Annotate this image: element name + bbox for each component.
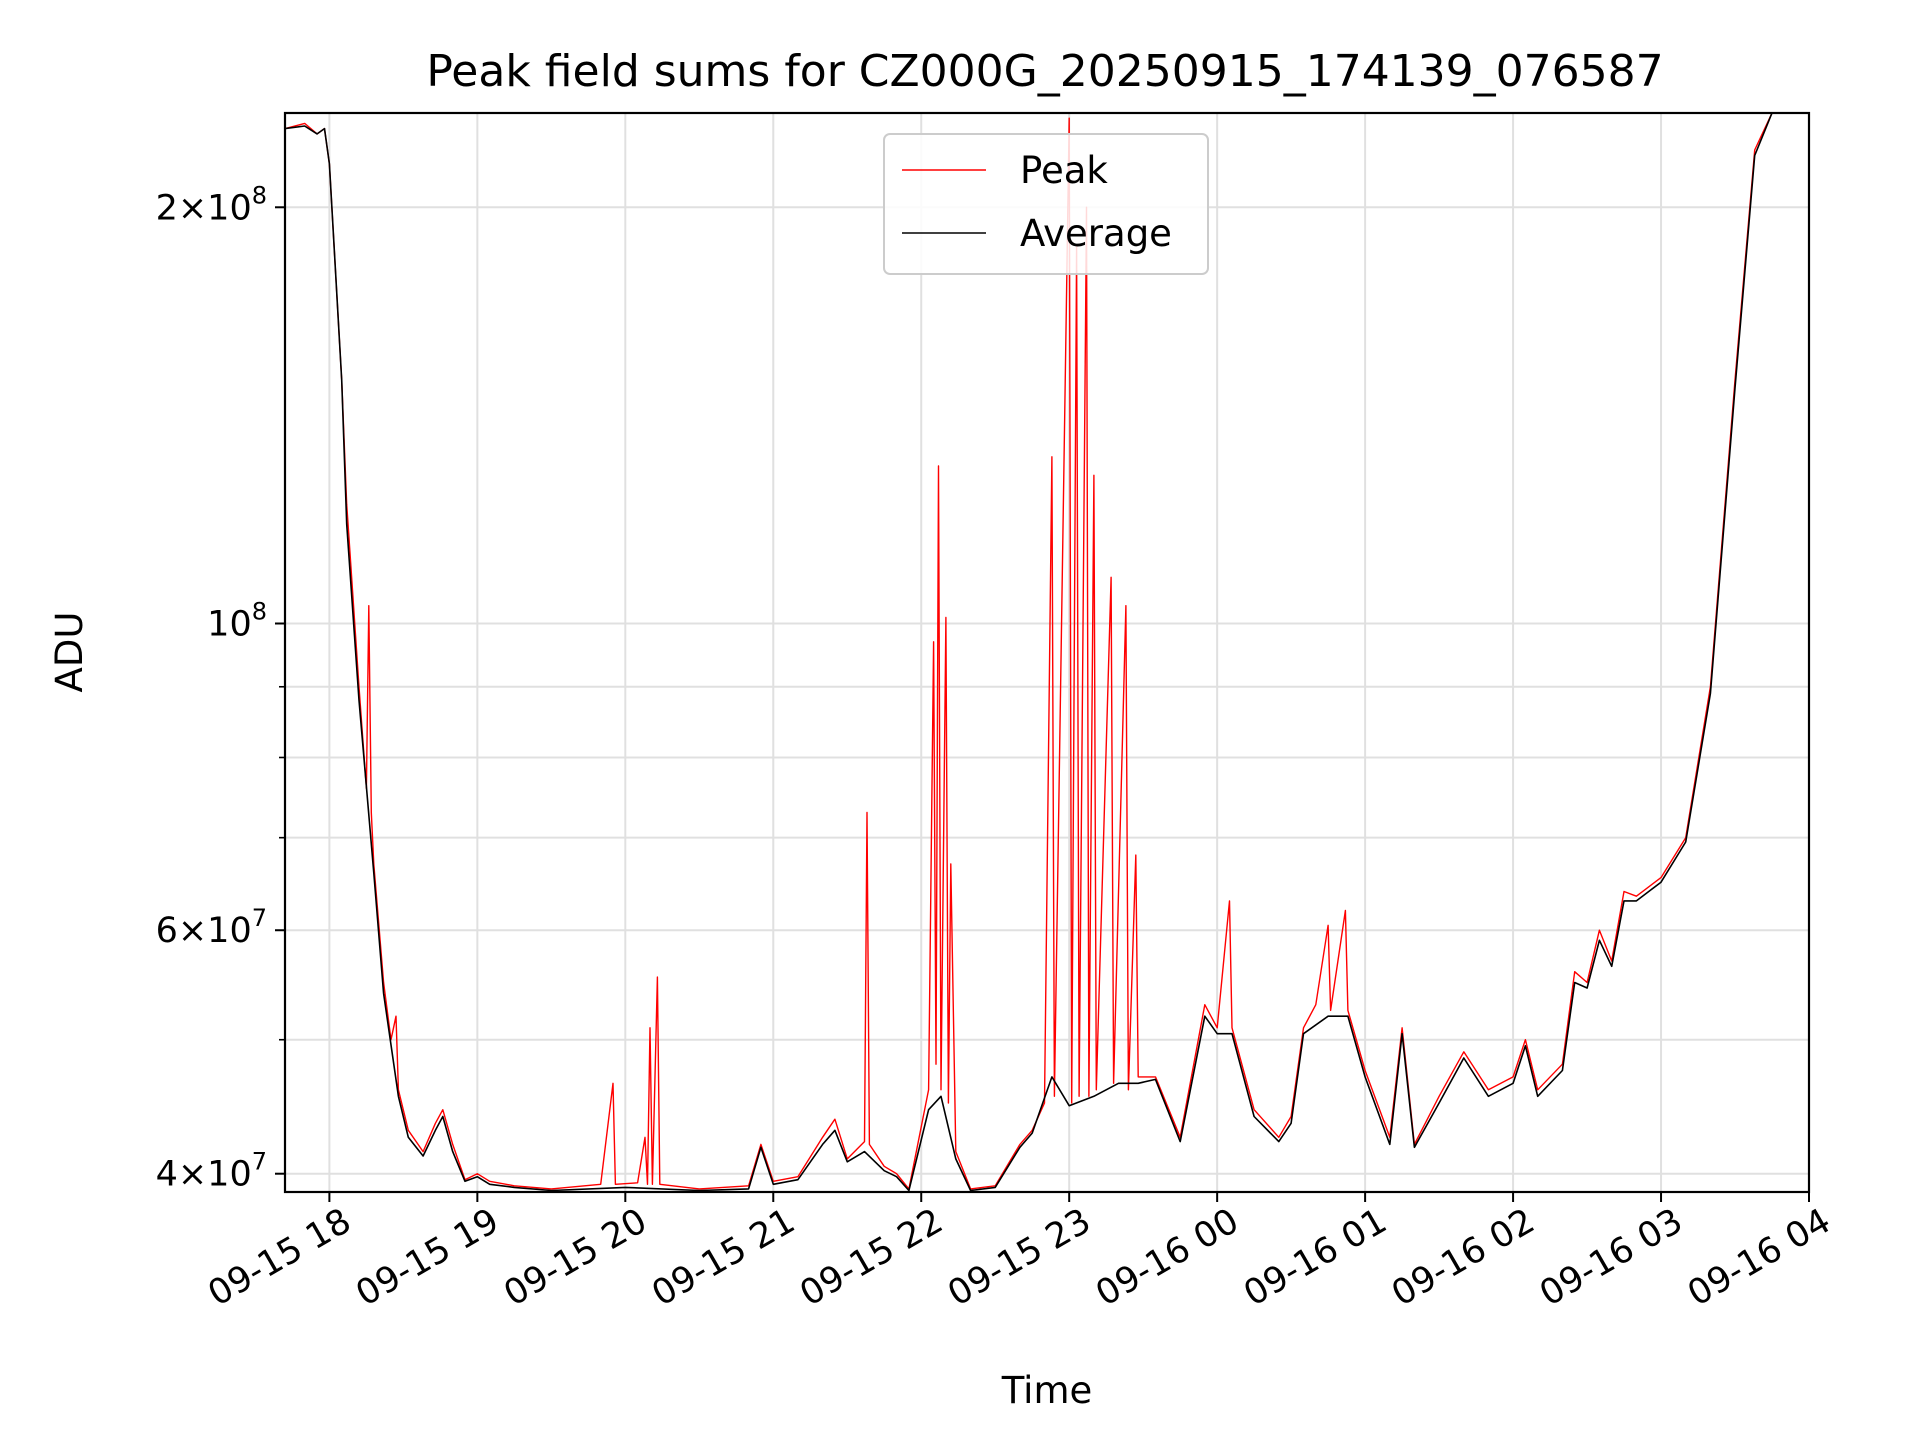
legend: Peak Average [883, 133, 1209, 275]
y-axis-label: ADU [48, 612, 91, 693]
series-layer [285, 113, 1809, 1192]
series-line-average [285, 113, 1809, 1192]
y-tick-label: 108 [207, 597, 267, 644]
legend-label-average: Average [1020, 212, 1172, 255]
y-tick-label: 2×108 [156, 181, 267, 228]
plot-area [285, 113, 1809, 1192]
legend-label-peak: Peak [1020, 149, 1108, 192]
legend-box [883, 133, 1209, 275]
y-axis-ticks: 4×107 6×107 108 2×108 [156, 181, 285, 1195]
plot-frame [283, 111, 1811, 1194]
chart-title: Peak field sums for CZ000G_20250915_1741… [426, 46, 1663, 97]
x-axis-label: Time [1001, 1369, 1093, 1412]
y-tick-label: 6×107 [156, 904, 267, 951]
y-tick-label: 4×107 [156, 1148, 267, 1195]
series-line-peak [285, 113, 1809, 1190]
